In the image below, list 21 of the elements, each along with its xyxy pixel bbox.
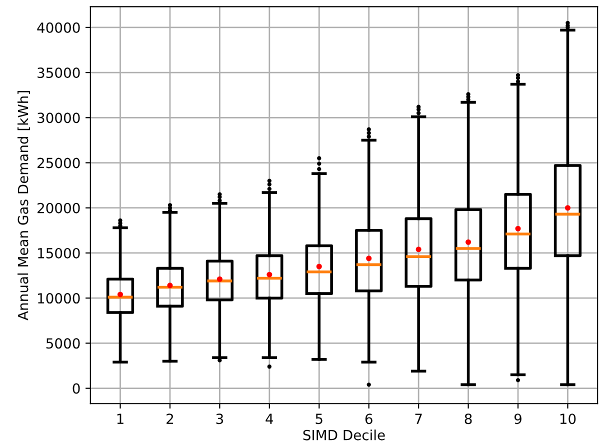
x-tick-label: 4 [266, 414, 274, 424]
x-tick-label: 8 [464, 414, 472, 424]
x-tick-label: 3 [216, 414, 223, 424]
y-tick-label: 5000 [46, 338, 80, 349]
y-tick-label: 0 [72, 383, 80, 394]
x-tick-label: 10 [560, 414, 576, 424]
y-tick-label: 30000 [38, 112, 80, 124]
x-tick-label: 2 [166, 414, 174, 424]
x-tick-label: 1 [117, 414, 124, 424]
y-tick-label: 20000 [38, 202, 80, 214]
x-tick-label: 9 [514, 414, 522, 424]
x-axis-title: SIMD Decile [303, 430, 385, 440]
y-axis-title: Annual Mean Gas Demand [kWh] [18, 91, 30, 320]
y-tick-label: 40000 [37, 22, 80, 33]
y-tick-label: 10000 [38, 293, 80, 304]
x-tick-label: 6 [365, 414, 372, 424]
x-tick-label: 5 [316, 414, 322, 424]
x-tick-label: 7 [415, 414, 422, 424]
y-tick-label: 35000 [38, 68, 80, 78]
y-tick-label: 25000 [38, 158, 80, 168]
y-tick-label: 15000 [38, 248, 80, 258]
